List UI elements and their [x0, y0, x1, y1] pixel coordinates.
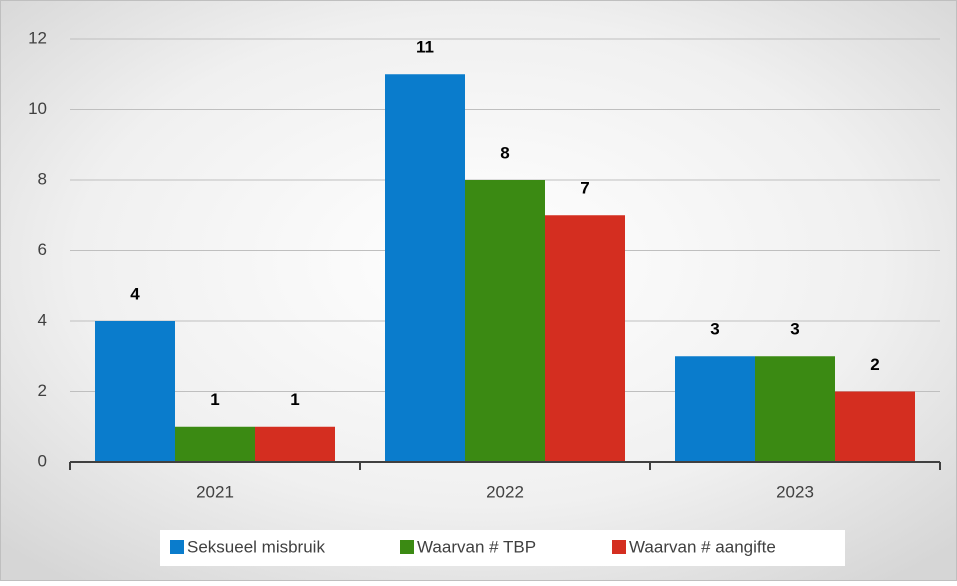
- legend-label: Waarvan # aangifte: [629, 537, 776, 556]
- x-tick-label: 2022: [486, 482, 524, 501]
- y-tick-label: 6: [38, 240, 47, 259]
- legend-swatch: [612, 540, 626, 554]
- legend-box: [160, 530, 845, 566]
- bar: [385, 74, 465, 462]
- bar: [255, 426, 335, 462]
- value-label: 3: [710, 320, 719, 339]
- bar: [465, 180, 545, 462]
- value-label: 1: [210, 390, 219, 409]
- value-label: 2: [870, 355, 879, 374]
- x-tick-label: 2021: [196, 482, 234, 501]
- value-label: 7: [580, 179, 589, 198]
- y-tick-label: 2: [38, 381, 47, 400]
- value-label: 1: [290, 390, 299, 409]
- y-tick-label: 10: [28, 99, 47, 118]
- value-label: 8: [500, 143, 509, 162]
- legend-swatch: [170, 540, 184, 554]
- bar: [175, 426, 255, 462]
- value-label: 11: [416, 38, 434, 57]
- bar: [835, 391, 915, 462]
- value-label: 3: [790, 320, 799, 339]
- value-label: 4: [130, 284, 140, 303]
- legend-swatch: [400, 540, 414, 554]
- bar: [755, 356, 835, 462]
- bar: [545, 215, 625, 462]
- bar: [675, 356, 755, 462]
- x-tick-label: 2023: [776, 482, 814, 501]
- y-tick-label: 8: [38, 169, 47, 188]
- legend-label: Seksueel misbruik: [187, 537, 325, 556]
- y-tick-label: 0: [38, 451, 47, 470]
- legend-label: Waarvan # TBP: [417, 537, 536, 556]
- y-tick-label: 12: [28, 28, 47, 47]
- bar: [95, 321, 175, 462]
- y-tick-label: 4: [38, 310, 47, 329]
